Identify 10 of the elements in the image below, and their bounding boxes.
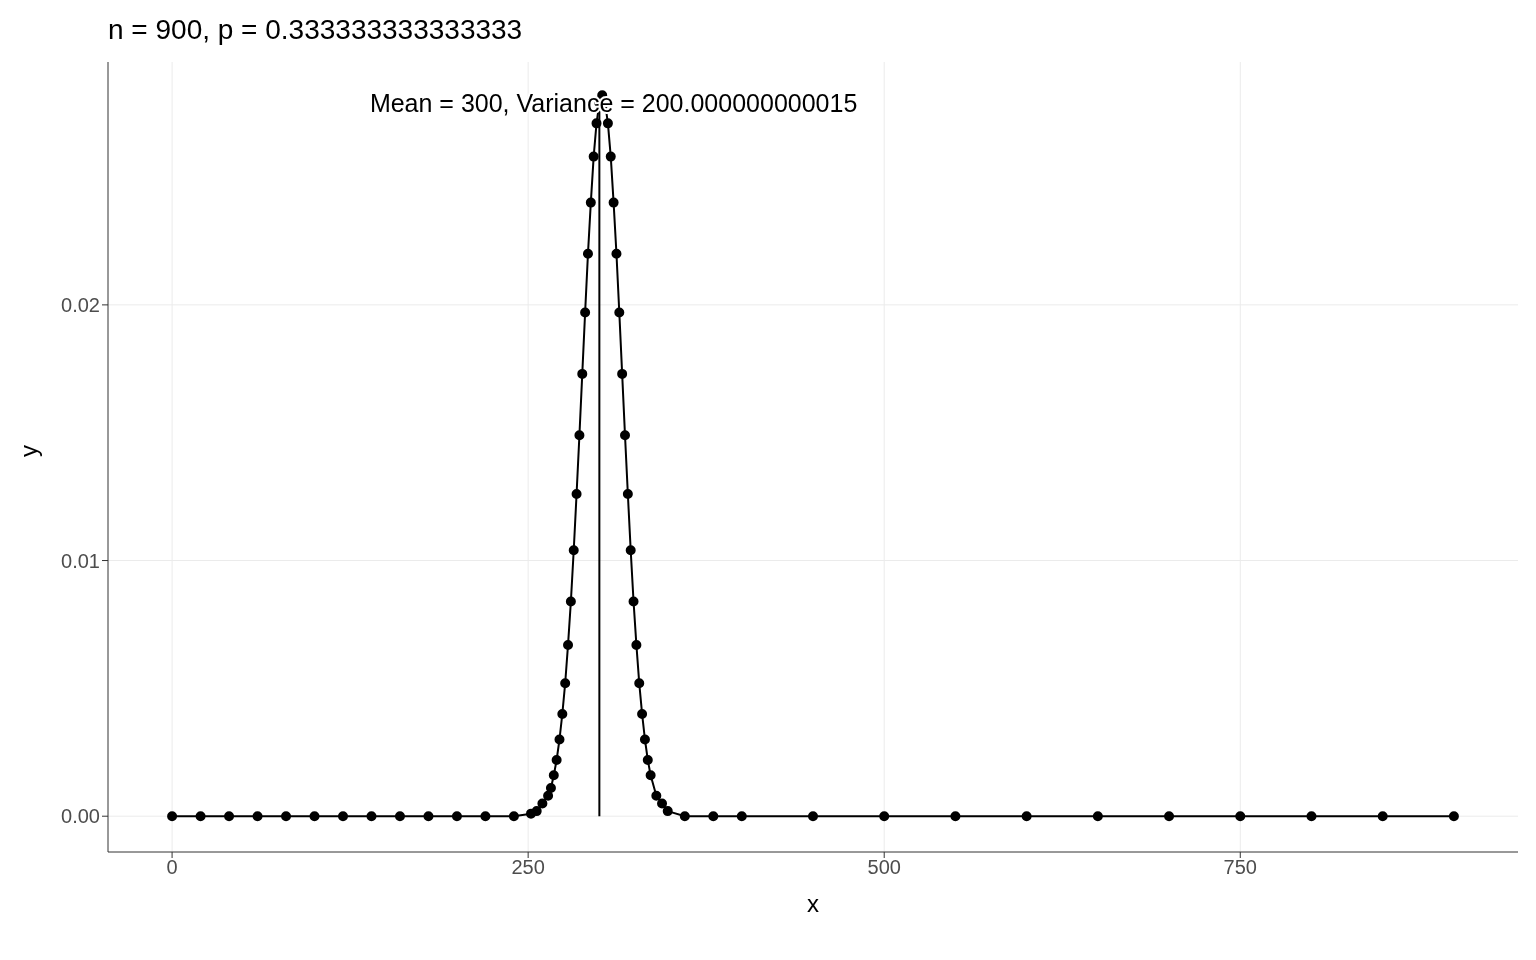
x-tick-label: 250 (511, 856, 545, 879)
y-tick-label: 0.01 (61, 549, 100, 572)
x-tick-label: 750 (1223, 856, 1257, 879)
y-tick-label: 0.02 (61, 293, 100, 316)
chart-title: n = 900, p = 0.333333333333333 (107, 13, 524, 47)
y-axis-title: y (14, 445, 42, 457)
x-tick-label: 0 (166, 856, 178, 879)
x-axis-title: x (807, 890, 819, 917)
y-tick-label: 0.00 (61, 805, 100, 828)
x-tick-label: 500 (867, 856, 901, 879)
